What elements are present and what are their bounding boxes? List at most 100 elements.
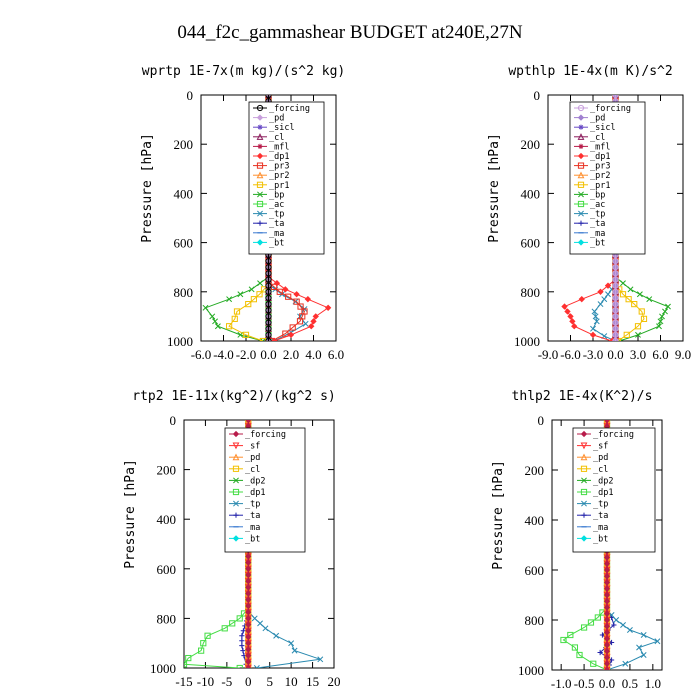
series-point-dp1 bbox=[198, 647, 205, 654]
legend-label: _cl bbox=[245, 465, 260, 475]
series-point-ta bbox=[240, 628, 246, 634]
y-tick-label: 400 bbox=[174, 186, 194, 201]
legend-marker bbox=[580, 535, 588, 542]
series-point-forcing bbox=[245, 590, 252, 597]
series-point-forcing bbox=[265, 282, 272, 289]
legend-label: _pr2 bbox=[590, 171, 610, 181]
y-tick-label: 600 bbox=[525, 563, 545, 578]
series-point-tp bbox=[613, 617, 620, 623]
legend-label: _forcing bbox=[593, 430, 634, 440]
legend-marker bbox=[256, 152, 264, 160]
y-tick-label: 800 bbox=[525, 613, 545, 628]
x-tick-label: -9.0 bbox=[538, 347, 559, 362]
legend-marker bbox=[580, 442, 588, 450]
series-point-dp1 bbox=[236, 615, 243, 622]
series-point-forcing bbox=[245, 565, 252, 572]
series-point-forcing bbox=[603, 566, 611, 574]
series-point-forcing bbox=[245, 559, 252, 566]
y-tick-label: 400 bbox=[521, 186, 541, 201]
legend-label: _ta bbox=[269, 219, 284, 229]
series-point-tp bbox=[302, 320, 309, 327]
legend-label: _dp2 bbox=[245, 476, 265, 486]
y-tick-label: 600 bbox=[174, 236, 194, 251]
y-tick-label: 600 bbox=[157, 562, 177, 577]
panel-title: rtp2 1E-11x(kg^2)/(kg^2 s) bbox=[132, 389, 336, 404]
series-point-pr3 bbox=[289, 324, 296, 331]
legend-marker bbox=[232, 453, 240, 461]
series-point-bp bbox=[657, 318, 664, 325]
series-point-forcing bbox=[265, 257, 272, 265]
series-point-forcing bbox=[603, 579, 611, 586]
legend-label: _tp bbox=[269, 210, 284, 220]
series-point-forcing bbox=[265, 95, 272, 99]
series-point-dp1 bbox=[589, 331, 597, 339]
series-point-dp1 bbox=[597, 288, 604, 295]
y-tick-label: 200 bbox=[525, 463, 545, 478]
legend-label: _forcing bbox=[245, 430, 286, 440]
x-tick-label: 4.0 bbox=[305, 347, 321, 362]
y-axis-label: Pressure [hPa] bbox=[487, 133, 502, 243]
series-point-forcing bbox=[612, 288, 619, 295]
series-point-pr1 bbox=[625, 296, 632, 303]
series-point-forcing bbox=[612, 319, 619, 326]
legend-label: _pr1 bbox=[590, 181, 610, 191]
legend-marker bbox=[578, 124, 584, 130]
legend-marker bbox=[577, 152, 585, 160]
series-point-tp bbox=[597, 301, 604, 308]
legend-marker bbox=[232, 442, 240, 450]
legend-label: _ta bbox=[593, 511, 608, 521]
legend-marker bbox=[256, 239, 264, 246]
series-point-dp1 bbox=[312, 313, 319, 320]
legend-label: _pr1 bbox=[269, 181, 289, 191]
legend: _forcing _sf_pd _cl_dp2 _dp1 _tp_ta _ma_bt bbox=[572, 427, 656, 553]
legend-marker bbox=[580, 488, 588, 496]
series-point-forcing bbox=[245, 609, 252, 616]
series-point-forcing bbox=[265, 264, 272, 271]
series-point-forcing bbox=[265, 313, 272, 320]
legend-marker bbox=[256, 171, 264, 179]
legend-label: _mfl bbox=[269, 142, 289, 152]
series-point-dp1 bbox=[229, 620, 236, 627]
legend-label: _dp1 bbox=[245, 488, 265, 498]
series-point-tp bbox=[622, 660, 629, 667]
series-point-dp1 bbox=[560, 636, 567, 644]
y-tick-label: 200 bbox=[521, 137, 541, 152]
x-tick-label: 6.0 bbox=[652, 347, 668, 362]
legend-label: _pd bbox=[593, 453, 608, 463]
series-line-pr1 bbox=[228, 95, 269, 341]
y-tick-label: 0 bbox=[534, 88, 541, 103]
series-point-forcing bbox=[603, 635, 611, 642]
series-point-pr3 bbox=[276, 288, 283, 295]
series-point-dp1 bbox=[571, 644, 579, 651]
legend-label: _tp bbox=[245, 500, 260, 510]
legend-marker bbox=[578, 191, 584, 198]
legend-marker bbox=[577, 171, 585, 179]
legend-marker bbox=[580, 465, 588, 472]
series-point-forcing bbox=[245, 658, 252, 665]
series-point-tp bbox=[592, 313, 599, 320]
legend-marker bbox=[256, 114, 264, 121]
series-point-bp bbox=[620, 280, 626, 287]
series-point-forcing bbox=[603, 641, 611, 649]
x-tick-label: 10 bbox=[285, 674, 298, 689]
legend-marker bbox=[577, 181, 585, 188]
figure-title: 044_f2c_gammashear BUDGET at240E,27N bbox=[177, 22, 523, 43]
series-point-pr1 bbox=[619, 291, 627, 298]
series-point-pr1 bbox=[245, 301, 252, 308]
series-point-pr3 bbox=[296, 318, 304, 325]
series-point-tp bbox=[626, 627, 633, 633]
legend-label: _mfl bbox=[590, 142, 610, 152]
legend-marker bbox=[257, 220, 263, 226]
x-tick-label: 6.0 bbox=[328, 347, 344, 362]
legend-marker bbox=[257, 191, 263, 198]
y-tick-label: 200 bbox=[174, 137, 194, 152]
series-point-tp bbox=[251, 615, 258, 622]
legend-marker bbox=[577, 200, 585, 208]
y-tick-label: 1000 bbox=[150, 661, 176, 676]
series-point-pr3 bbox=[285, 293, 292, 300]
series-point-dp1 bbox=[270, 337, 278, 341]
series-point-tp bbox=[253, 665, 260, 668]
series-point-bp bbox=[627, 286, 634, 293]
series-point-ta bbox=[239, 643, 245, 649]
